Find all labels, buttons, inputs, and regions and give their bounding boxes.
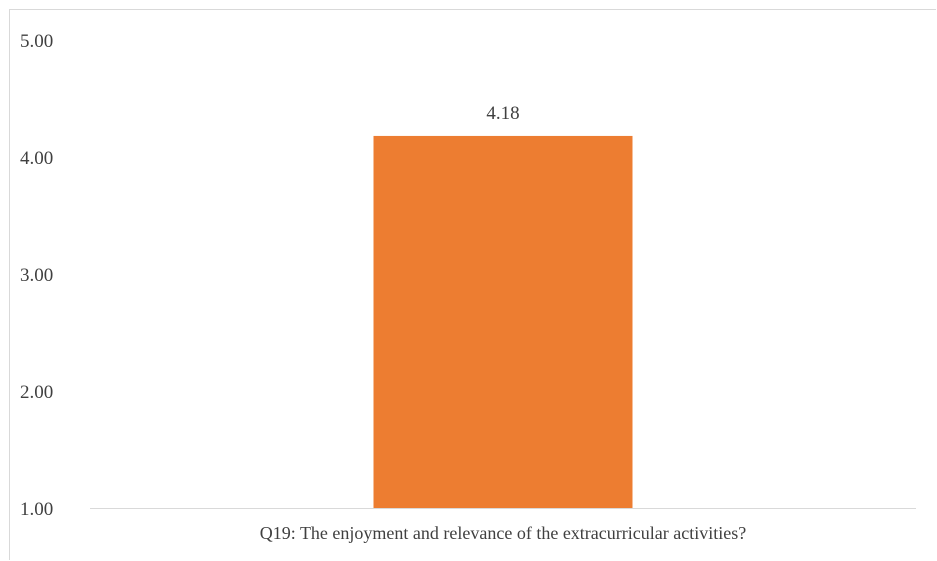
bars (373, 135, 633, 508)
y-tick-label: 5.00 (20, 31, 53, 52)
y-tick-label: 1.00 (20, 499, 53, 520)
bar-value-label: 4.18 (486, 103, 519, 124)
y-axis-ticks: 1.00 2.00 3.00 4.00 5.00 (20, 31, 53, 520)
y-tick-label: 4.00 (20, 148, 53, 169)
y-tick-label: 2.00 (20, 382, 53, 403)
chart-frame (9, 9, 936, 560)
bar (373, 135, 633, 508)
y-tick-label: 3.00 (20, 265, 53, 286)
data-labels: 4.18 (486, 103, 519, 124)
x-category-label: Q19: The enjoyment and relevance of the … (260, 523, 746, 543)
category-labels: Q19: The enjoyment and relevance of the … (260, 523, 746, 543)
